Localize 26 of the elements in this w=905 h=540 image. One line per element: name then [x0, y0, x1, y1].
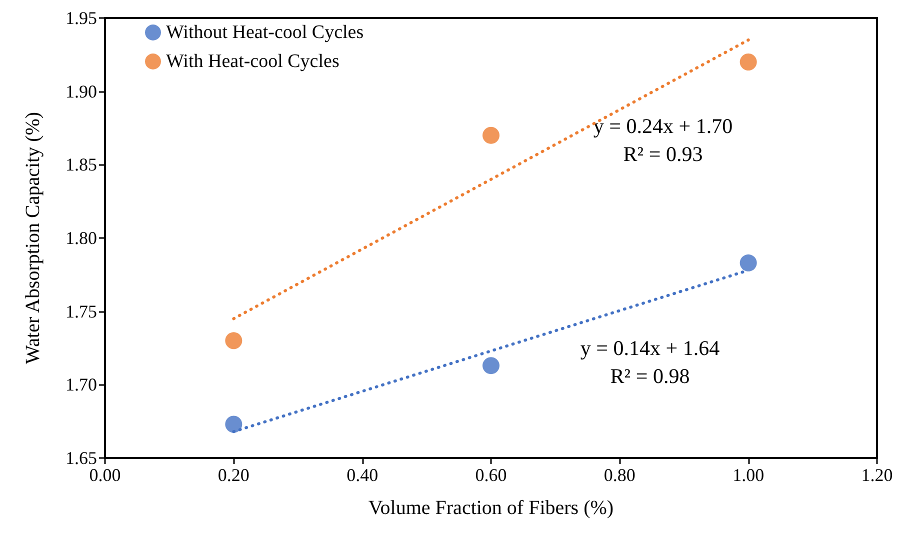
point [482, 357, 500, 374]
y-tick-label: 1.90 [66, 81, 97, 102]
x-tick-label: 1.20 [861, 465, 893, 485]
y-tick-label: 1.75 [66, 301, 97, 322]
x-tick-label: 0.60 [475, 465, 507, 485]
legend-label: With Heat-cool Cycles [166, 51, 340, 72]
point [225, 416, 242, 433]
annotation: y = 0.14x + 1.64 R² = 0.98 [580, 336, 720, 388]
y-tick-label: 1.70 [66, 374, 97, 395]
legend-label: Without Heat-cool Cycles [166, 22, 364, 43]
y-tick-label: 1.65 [66, 448, 97, 468]
x-tick-label: 1.00 [732, 465, 764, 485]
point [740, 254, 757, 272]
annotation: y = 0.24x + 1.70 R² = 0.93 [593, 114, 733, 166]
point [225, 332, 242, 350]
x-tick-label: 0.40 [346, 465, 378, 485]
x-tick-label: 0.00 [89, 465, 121, 485]
x-axis-title: Volume Fraction of Fibers (%) [368, 497, 614, 519]
y-axis-title: Water Absorption Capacity (%) [22, 112, 44, 364]
y-tick-label: 1.85 [66, 154, 97, 175]
point [482, 126, 500, 144]
y-tick-label: 1.95 [66, 8, 97, 28]
x-tick-label: 0.80 [604, 465, 636, 485]
point [740, 54, 757, 70]
x-tick-label: 0.20 [218, 465, 250, 485]
y-tick-label: 1.80 [66, 228, 97, 248]
